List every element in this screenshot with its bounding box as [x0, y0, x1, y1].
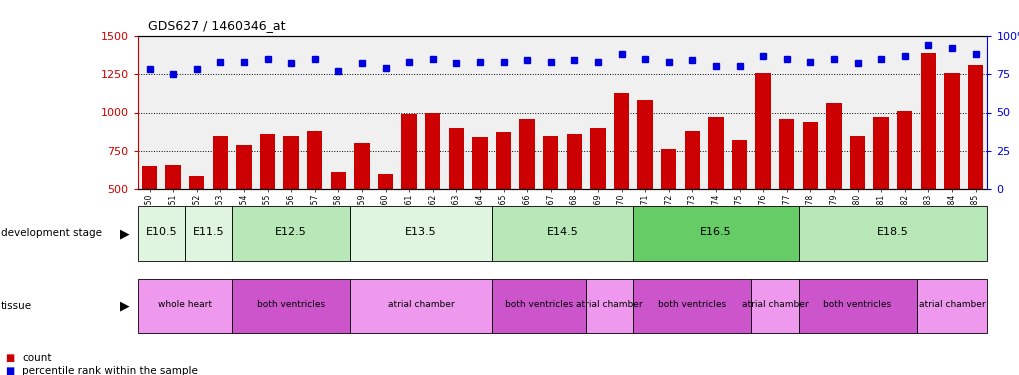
Text: ▶: ▶ — [120, 227, 129, 240]
Text: atrial chamber: atrial chamber — [741, 300, 807, 309]
Bar — [138, 279, 232, 333]
Bar — [755, 72, 770, 189]
Bar — [165, 165, 180, 189]
Text: E12.5: E12.5 — [275, 227, 307, 237]
Bar — [542, 136, 557, 189]
Bar — [798, 279, 916, 333]
Text: atrial chamber: atrial chamber — [918, 300, 984, 309]
Bar — [350, 279, 491, 333]
Text: both ventricles: both ventricles — [822, 300, 891, 309]
Bar — [519, 118, 534, 189]
Bar — [138, 206, 184, 261]
Bar — [236, 145, 252, 189]
Text: development stage: development stage — [1, 228, 102, 238]
Text: whole heart: whole heart — [158, 300, 212, 309]
Bar — [189, 176, 204, 189]
Bar — [660, 149, 676, 189]
Bar — [637, 100, 652, 189]
Bar — [491, 206, 633, 261]
Bar — [633, 206, 798, 261]
Bar — [732, 140, 747, 189]
Bar — [401, 114, 417, 189]
Bar — [260, 134, 275, 189]
Bar — [377, 174, 392, 189]
Bar — [232, 206, 350, 261]
Bar — [633, 279, 751, 333]
Text: E11.5: E11.5 — [193, 227, 224, 237]
Bar — [849, 136, 864, 189]
Text: ■: ■ — [5, 366, 14, 375]
Bar — [751, 279, 798, 333]
Bar — [212, 136, 228, 189]
Text: count: count — [22, 353, 52, 363]
Text: E18.5: E18.5 — [876, 227, 908, 237]
Text: ■: ■ — [5, 353, 14, 363]
Text: E13.5: E13.5 — [405, 227, 436, 237]
Text: atrial chamber: atrial chamber — [387, 300, 453, 309]
Bar — [802, 122, 817, 189]
Bar — [448, 128, 464, 189]
Text: E14.5: E14.5 — [546, 227, 578, 237]
Bar — [825, 103, 841, 189]
Bar — [967, 65, 982, 189]
Bar — [567, 134, 582, 189]
Bar — [350, 206, 491, 261]
Text: ▶: ▶ — [120, 299, 129, 312]
Bar — [354, 143, 369, 189]
Bar — [495, 132, 511, 189]
Bar — [184, 206, 232, 261]
Text: E10.5: E10.5 — [146, 227, 177, 237]
Text: E16.5: E16.5 — [699, 227, 731, 237]
Bar — [779, 118, 794, 189]
Text: both ventricles: both ventricles — [257, 300, 325, 309]
Bar — [707, 117, 722, 189]
Bar — [916, 279, 986, 333]
Bar — [472, 137, 487, 189]
Bar — [586, 279, 633, 333]
Text: GDS627 / 1460346_at: GDS627 / 1460346_at — [148, 19, 285, 32]
Bar — [872, 117, 888, 189]
Bar — [944, 72, 959, 189]
Bar — [920, 53, 935, 189]
Bar — [330, 172, 345, 189]
Text: both ventricles: both ventricles — [657, 300, 726, 309]
Bar — [896, 111, 912, 189]
Bar — [142, 166, 157, 189]
Text: tissue: tissue — [1, 301, 33, 310]
Bar — [684, 131, 699, 189]
Text: percentile rank within the sample: percentile rank within the sample — [22, 366, 198, 375]
Text: both ventricles: both ventricles — [504, 300, 573, 309]
Bar — [425, 112, 440, 189]
Bar — [232, 279, 350, 333]
Text: atrial chamber: atrial chamber — [576, 300, 642, 309]
Bar — [307, 131, 322, 189]
Bar — [798, 206, 986, 261]
Bar — [283, 136, 299, 189]
Bar — [613, 93, 629, 189]
Bar — [491, 279, 586, 333]
Bar — [590, 128, 605, 189]
